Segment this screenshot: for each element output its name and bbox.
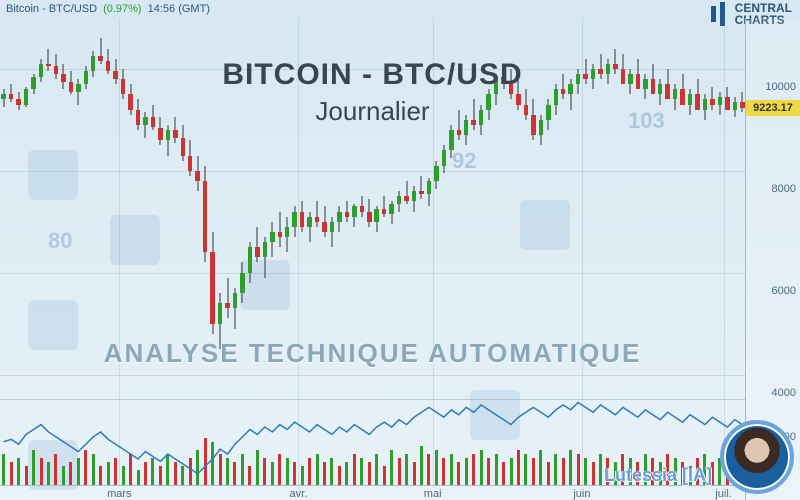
x-tick-label: juil. <box>715 488 732 500</box>
price-plot[interactable] <box>0 18 746 400</box>
pct-change: (0.97%) <box>103 3 142 15</box>
y-tick-label: 10000 <box>765 81 796 93</box>
y-tick-label: 4000 <box>772 387 796 399</box>
time-label: 14:56 (GMT) <box>148 3 210 15</box>
last-price-tag: 9223.17 <box>746 100 800 116</box>
chart-root: Bitcoin - BTC/USD (0.97%) 14:56 (GMT) CE… <box>0 0 800 500</box>
x-tick-label: avr. <box>290 488 308 500</box>
x-tick-label: mars <box>107 488 131 500</box>
header-bar: Bitcoin - BTC/USD (0.97%) 14:56 (GMT) <box>0 0 800 18</box>
x-tick-label: mai <box>424 488 442 500</box>
y-tick-label: 6000 <box>772 285 796 297</box>
x-tick-label: juin <box>573 488 590 500</box>
assistant-avatar[interactable] <box>720 420 794 494</box>
y-tick-label: 8000 <box>772 183 796 195</box>
x-axis: mars avr. mai juin juil. <box>0 485 746 500</box>
lutessia-label: Lutessia [IA] <box>604 465 712 486</box>
pair-label: Bitcoin - BTC/USD <box>6 3 97 15</box>
